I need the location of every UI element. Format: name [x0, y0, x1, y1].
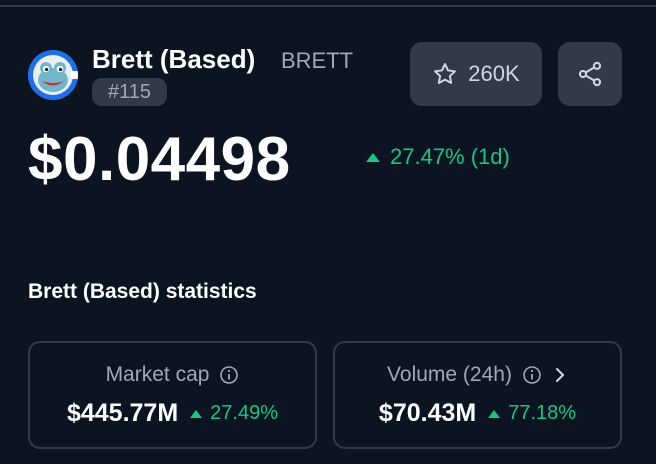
market-cap-change-value: 27.49%: [210, 402, 279, 424]
market-cap-value: $445.77M: [66, 399, 179, 427]
price-change-1d: 27.47% (1d): [366, 144, 510, 170]
volume-value: $70.43M: [378, 399, 477, 427]
coin-name: Brett (Based): [92, 44, 256, 74]
market-cap-label: Market cap: [105, 363, 210, 386]
coin-symbol: BRETT: [281, 48, 354, 73]
star-outline-icon: [432, 61, 458, 87]
info-icon[interactable]: [219, 365, 239, 385]
brett-frog-logo-icon: [28, 50, 78, 100]
market-cap-change: 27.49%: [190, 402, 278, 425]
volume-card[interactable]: Volume (24h) $70.43M 77.18%: [333, 341, 622, 449]
market-cap-card: Market cap $445.77M 27.49%: [28, 341, 317, 449]
price-change-value: 27.47% (1d): [390, 144, 510, 169]
share-button[interactable]: [558, 42, 622, 106]
current-price: $0.04498: [28, 125, 291, 194]
market-cap-value-row: $445.77M 27.49%: [30, 399, 315, 428]
watchlist-count: 260K: [468, 61, 520, 86]
coin-header: Brett (Based) BRETT #115: [28, 44, 628, 114]
watchlist-button[interactable]: 260K: [410, 42, 542, 106]
volume-label: Volume (24h): [387, 363, 512, 386]
volume-label-row: Volume (24h): [335, 363, 620, 387]
volume-change-value: 77.18%: [508, 402, 577, 424]
volume-change: 77.18%: [488, 402, 576, 425]
share-icon: [576, 60, 604, 88]
chevron-right-icon[interactable]: [552, 365, 568, 385]
caret-up-icon: [366, 152, 380, 162]
info-icon[interactable]: [522, 365, 542, 385]
statistics-title: Brett (Based) statistics: [28, 280, 257, 303]
rank-badge: #115: [92, 78, 168, 106]
caret-up-icon: [488, 409, 501, 418]
volume-value-row: $70.43M 77.18%: [335, 399, 620, 428]
top-divider: [0, 0, 656, 7]
caret-up-icon: [190, 409, 203, 418]
market-cap-label-row: Market cap: [30, 363, 315, 387]
